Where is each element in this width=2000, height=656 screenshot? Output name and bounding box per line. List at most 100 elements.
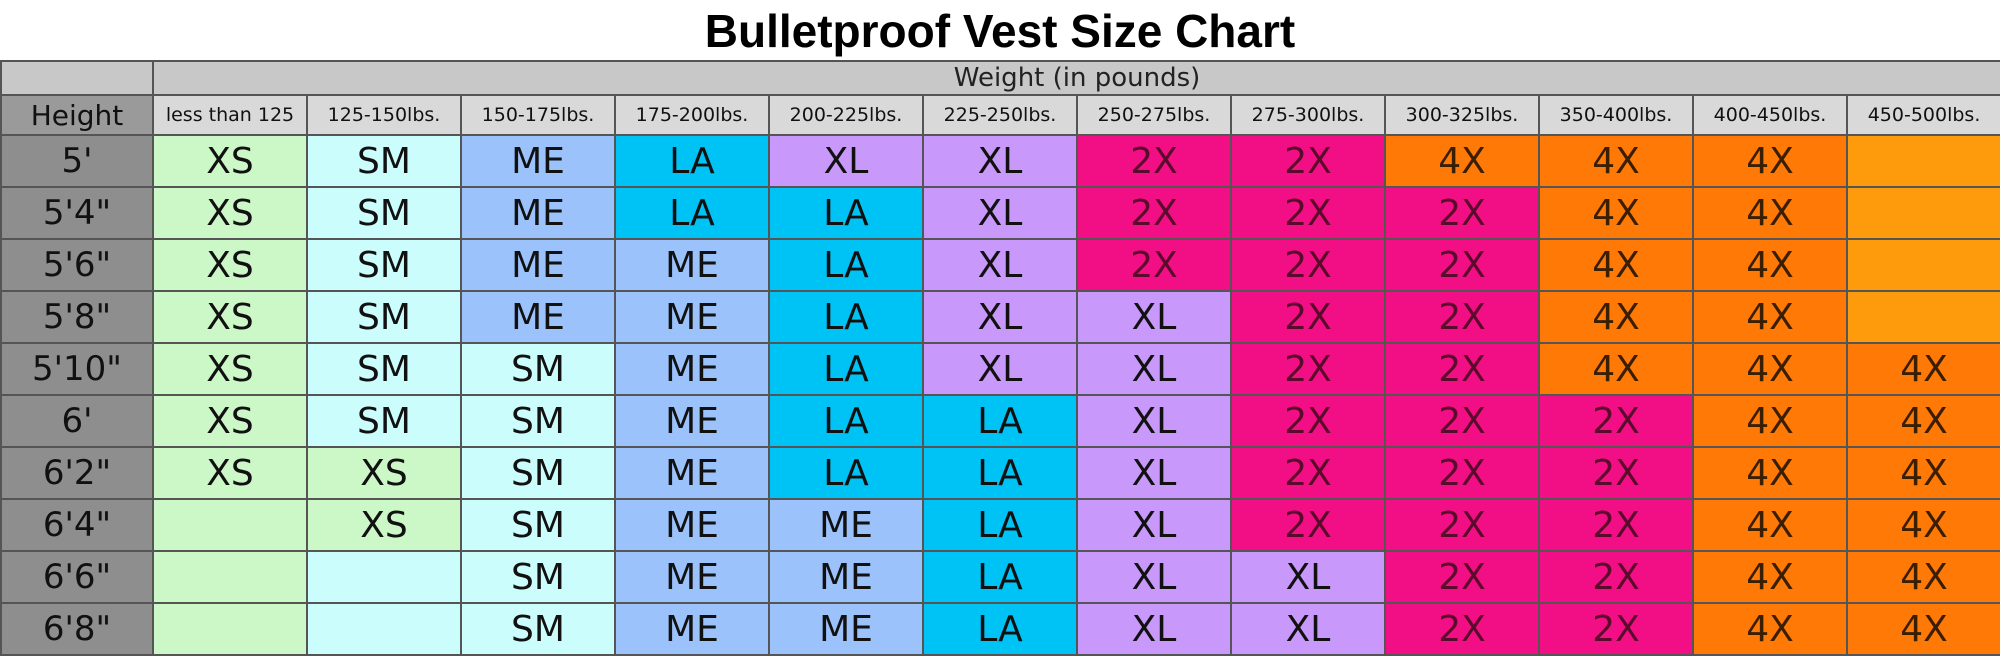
size-cell: 2X	[1076, 134, 1232, 188]
size-cell: 2X	[1230, 186, 1386, 240]
size-cell: LA	[768, 446, 924, 500]
size-cell: XS	[152, 134, 308, 188]
table-row: 5'4" XS SM ME LA LA XL 2X 2X 2X 4X 4X	[0, 186, 2000, 240]
table-row: 6'6" SM ME ME LA XL XL 2X 2X 4X 4X	[0, 550, 2000, 604]
weight-column-header: less than 125	[152, 94, 308, 136]
size-chart-table: Weight (in pounds) Height less than 125 1…	[0, 60, 2000, 656]
height-column-header: Height	[0, 94, 154, 136]
size-cell	[152, 550, 308, 604]
size-cell: 4X	[1845, 342, 2000, 396]
size-cell	[1845, 238, 2000, 292]
size-cell: XL	[1076, 446, 1232, 500]
size-cell: 4X	[1845, 446, 2000, 500]
size-cell: 4X	[1692, 238, 1848, 292]
height-label: 6'6"	[0, 550, 154, 604]
size-cell: 4X	[1845, 498, 2000, 552]
size-cell: SM	[306, 186, 462, 240]
size-cell: SM	[306, 238, 462, 292]
table-row: 5'10" XS SM SM ME LA XL XL 2X 2X 4X 4X 4X	[0, 342, 2000, 396]
size-cell: 4X	[1692, 186, 1848, 240]
size-cell: SM	[460, 602, 616, 656]
size-cell: XL	[1076, 550, 1232, 604]
size-cell: LA	[768, 342, 924, 396]
size-cell: XL	[922, 134, 1078, 188]
size-cell: ME	[460, 186, 616, 240]
size-cell: 4X	[1692, 498, 1848, 552]
size-cell: XS	[306, 446, 462, 500]
size-cell: 4X	[1384, 134, 1540, 188]
weight-column-header: 400-450lbs.	[1692, 94, 1848, 136]
height-label: 6'8"	[0, 602, 154, 656]
weight-column-header: 300-325lbs.	[1384, 94, 1540, 136]
size-cell: 4X	[1692, 342, 1848, 396]
size-cell: 2X	[1384, 186, 1540, 240]
size-cell: 2X	[1384, 238, 1540, 292]
size-cell	[152, 602, 308, 656]
size-cell: XS	[152, 342, 308, 396]
size-cell: ME	[768, 550, 924, 604]
size-cell: XL	[922, 238, 1078, 292]
size-cell: SM	[306, 342, 462, 396]
size-cell: 4X	[1692, 602, 1848, 656]
corner-cell	[0, 60, 154, 96]
size-cell: ME	[460, 290, 616, 344]
size-cell: 2X	[1230, 238, 1386, 292]
size-cell: 2X	[1384, 602, 1540, 656]
size-cell: ME	[614, 602, 770, 656]
size-cell: LA	[922, 394, 1078, 448]
size-cell: LA	[614, 186, 770, 240]
height-label: 6'	[0, 394, 154, 448]
size-cell	[1845, 290, 2000, 344]
height-label: 5'6"	[0, 238, 154, 292]
size-cell: 2X	[1230, 498, 1386, 552]
size-cell: XL	[1076, 602, 1232, 656]
size-cell: LA	[768, 290, 924, 344]
weight-column-header: 450-500lbs.	[1845, 94, 2000, 136]
size-chart-table-wrap: Weight (in pounds) Height less than 125 1…	[0, 60, 2000, 656]
size-cell: 2X	[1384, 394, 1540, 448]
size-cell: 4X	[1538, 342, 1694, 396]
size-cell: LA	[922, 550, 1078, 604]
size-cell: XS	[152, 290, 308, 344]
weight-column-header: 250-275lbs.	[1076, 94, 1232, 136]
height-label: 5'4"	[0, 186, 154, 240]
size-cell: XL	[922, 342, 1078, 396]
size-cell: XL	[1076, 394, 1232, 448]
size-cell: SM	[460, 446, 616, 500]
size-cell: XS	[152, 446, 308, 500]
weight-column-header: 200-225lbs.	[768, 94, 924, 136]
size-cell: ME	[614, 238, 770, 292]
size-cell: 2X	[1230, 290, 1386, 344]
size-cell: XS	[306, 498, 462, 552]
weight-group-header: Weight (in pounds)	[151, 60, 2000, 96]
weight-column-header: 350-400lbs.	[1538, 94, 1694, 136]
size-cell: 2X	[1538, 550, 1694, 604]
table-row: 6'4" XS SM ME ME LA XL 2X 2X 2X 4X 4X	[0, 498, 2000, 552]
size-cell: ME	[614, 394, 770, 448]
size-cell: SM	[460, 394, 616, 448]
size-cell: 4X	[1692, 394, 1848, 448]
size-cell: 2X	[1230, 342, 1386, 396]
size-cell	[1845, 186, 2000, 240]
weight-column-header: 175-200lbs.	[614, 94, 770, 136]
size-cell	[1845, 134, 2000, 188]
size-cell: SM	[306, 290, 462, 344]
height-label: 5'10"	[0, 342, 154, 396]
size-cell: LA	[922, 446, 1078, 500]
size-cell	[306, 602, 462, 656]
size-cell	[152, 498, 308, 552]
size-cell: 2X	[1384, 342, 1540, 396]
size-cell: 2X	[1230, 446, 1386, 500]
size-cell: SM	[306, 394, 462, 448]
size-cell: XL	[1076, 498, 1232, 552]
table-row: 5' XS SM ME LA XL XL 2X 2X 4X 4X 4X	[0, 134, 2000, 188]
size-cell: LA	[768, 394, 924, 448]
size-cell: 2X	[1384, 446, 1540, 500]
size-cell: LA	[922, 602, 1078, 656]
size-cell: 4X	[1538, 238, 1694, 292]
table-row: 5'6" XS SM ME ME LA XL 2X 2X 2X 4X 4X	[0, 238, 2000, 292]
size-cell: 2X	[1384, 290, 1540, 344]
size-cell: LA	[768, 238, 924, 292]
table-row: 6' XS SM SM ME LA LA XL 2X 2X 2X 4X 4X	[0, 394, 2000, 448]
size-cell: XS	[152, 186, 308, 240]
